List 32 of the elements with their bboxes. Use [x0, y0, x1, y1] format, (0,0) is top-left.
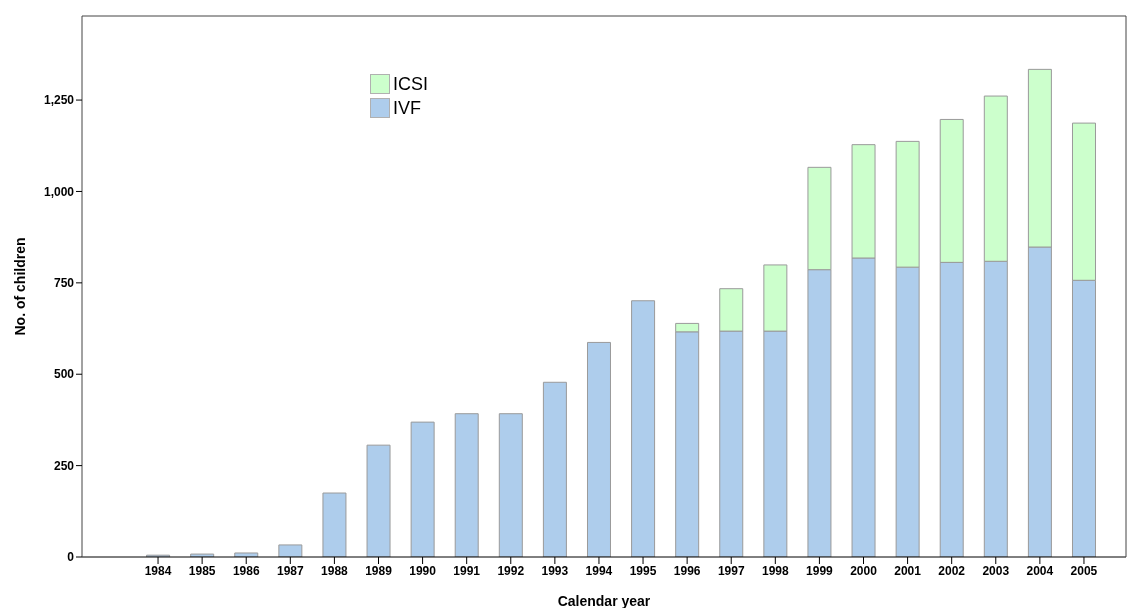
y-axis-title: No. of children	[11, 237, 28, 336]
y-tick-label: 250	[53, 458, 75, 473]
legend-label: IVF	[393, 97, 422, 119]
x-axis-title: Calendar year	[557, 593, 651, 609]
x-tick-label: 1989	[365, 563, 393, 578]
y-tick-label: 750	[53, 276, 75, 291]
x-tick-label: 2002	[938, 563, 966, 578]
x-tick-label: 1984	[144, 563, 172, 578]
x-tick-label: 2005	[1070, 563, 1098, 578]
x-tick-label: 1998	[761, 563, 789, 578]
x-tick-label: 1990	[409, 563, 437, 578]
x-tick-label: 2003	[982, 563, 1010, 578]
x-tick-label: 1985	[188, 563, 216, 578]
x-tick-label: 1988	[321, 563, 349, 578]
x-tick-label: 1994	[585, 563, 613, 578]
x-tick-label: 1995	[629, 563, 657, 578]
legend-label: ICSI	[393, 73, 429, 95]
x-tick-label: 2004	[1026, 563, 1054, 578]
y-tick-label: 500	[53, 367, 75, 382]
y-tick-label: 0	[67, 550, 75, 565]
x-tick-label: 1997	[717, 563, 745, 578]
x-tick-label: 1999	[806, 563, 834, 578]
y-tick-label: 1,250	[43, 93, 75, 108]
x-tick-label: 1996	[673, 563, 701, 578]
x-tick-label: 1992	[497, 563, 525, 578]
x-tick-label: 2000	[850, 563, 878, 578]
x-tick-label: 1986	[232, 563, 260, 578]
x-tick-label: 1993	[541, 563, 569, 578]
x-tick-label: 1991	[453, 563, 481, 578]
x-tick-label: 2001	[894, 563, 922, 578]
y-tick-label: 1,000	[43, 184, 75, 199]
x-tick-label: 1987	[276, 563, 304, 578]
